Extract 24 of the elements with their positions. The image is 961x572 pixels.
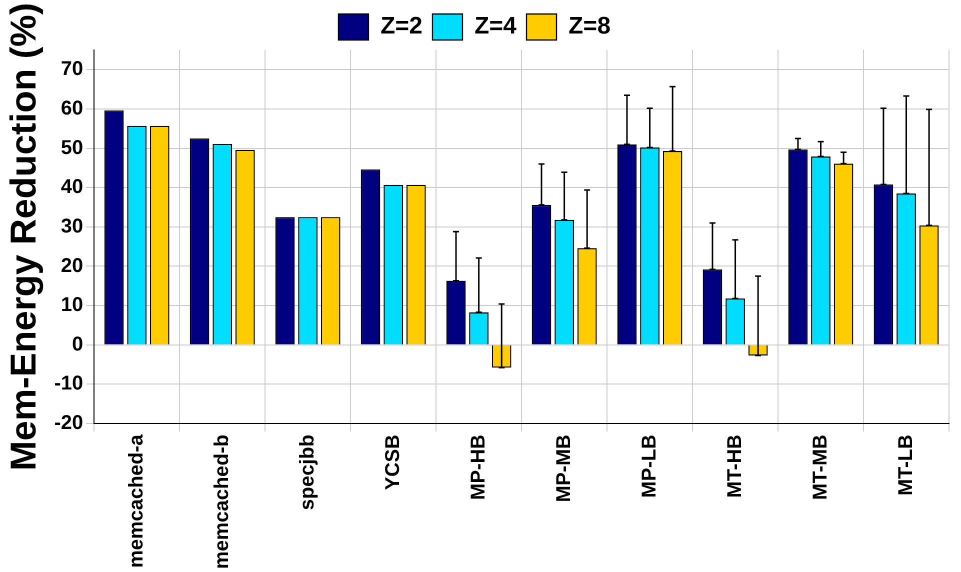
y-axis-title: Mem-Energy Reduction (%) — [2, 2, 44, 471]
x-tick-label: memcached-a — [125, 434, 148, 568]
y-tick-label: -20 — [54, 412, 84, 434]
x-tick-label: MP-MB — [552, 434, 575, 502]
y-tick-label: 60 — [60, 97, 84, 120]
y-tick-label: 70 — [60, 58, 84, 80]
x-tick-label: specjbb — [296, 434, 318, 510]
y-tick-label: 10 — [60, 294, 84, 316]
legend-label: Z=4 — [474, 12, 518, 40]
y-tick-label: -10 — [54, 372, 84, 395]
x-tick-label: MP-LB — [638, 434, 660, 498]
y-tick-label: 50 — [60, 136, 84, 159]
x-tick-label: memcached-b — [210, 434, 233, 570]
y-tick-label: 0 — [72, 333, 84, 356]
x-tick-label: MT-MB — [809, 434, 832, 500]
x-tick-label: MP-HB — [467, 434, 490, 500]
legend-label: Z=8 — [568, 12, 611, 40]
x-tick-label: MT-LB — [894, 434, 917, 496]
x-tick-label: MT-HB — [724, 434, 746, 498]
legend-label: Z=2 — [380, 12, 422, 40]
y-tick-label: 30 — [60, 215, 84, 238]
y-tick-label: 40 — [60, 176, 84, 198]
y-tick-label: 20 — [60, 254, 84, 277]
x-tick-label: YCSB — [382, 434, 404, 490]
